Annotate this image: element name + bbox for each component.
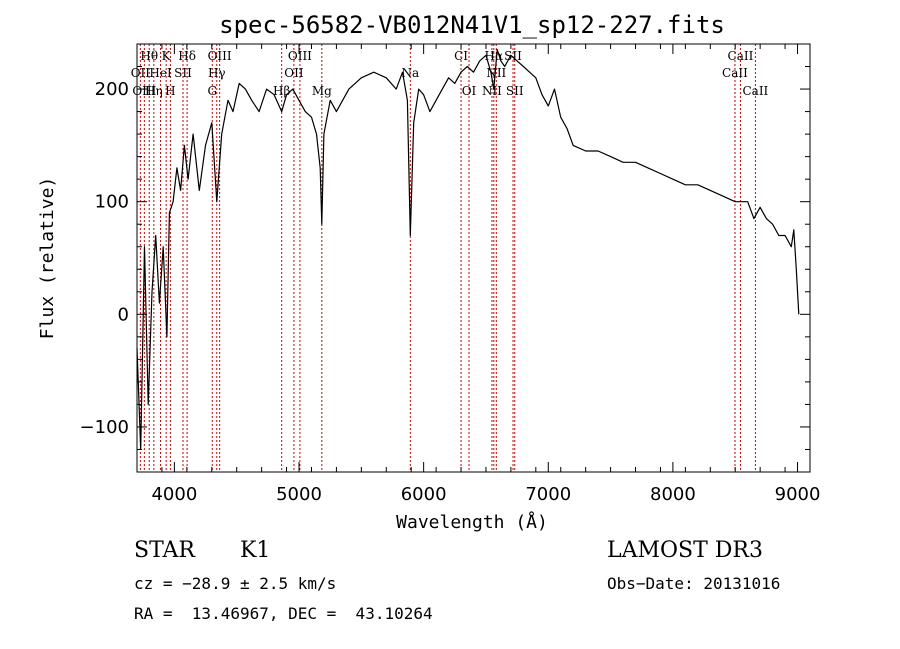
spectral-line-label: CI: [454, 49, 468, 63]
observation-date: Obs−Date: 20131016: [607, 574, 781, 593]
spectral-line-label: SII: [504, 49, 522, 63]
spectrum-series: [136, 48, 800, 451]
spectral-line-label: CaII: [722, 66, 748, 80]
spectrum-line: [136, 48, 800, 451]
survey-name: LAMOST DR3: [607, 538, 763, 563]
spectral-line-label: OII: [131, 66, 151, 80]
x-tick-label: 5000: [276, 484, 322, 505]
spectral-line-label: SII: [506, 84, 524, 98]
object-subclass: K1: [240, 538, 271, 563]
spectral-line-label: Mg: [312, 84, 332, 98]
x-tick-label: 4000: [151, 484, 197, 505]
object-class: STAR: [134, 538, 195, 563]
spectral-line-label: HeI: [149, 66, 172, 80]
x-tick-label: 9000: [775, 484, 821, 505]
spectral-line-label: NII: [482, 84, 502, 98]
spectral-line-label: OIII: [288, 49, 312, 63]
spectral-line-label: OII: [284, 66, 304, 80]
spectral-line-label: CaII: [728, 49, 754, 63]
x-tick-label: 7000: [525, 484, 571, 505]
x-tick-label: 6000: [401, 484, 447, 505]
spectral-line-label: SII: [174, 66, 192, 80]
chart-title: spec-56582-VB012N41V1_sp12-227.fits: [219, 11, 725, 39]
spectral-line-label: OIII: [132, 84, 156, 98]
y-tick-label: 200: [95, 79, 129, 100]
spectral-line-label: CaII: [742, 84, 768, 98]
x-axis-label: Wavelength (Å): [396, 511, 548, 533]
spectral-line-label: Hη: [145, 84, 163, 98]
spectral-line-label: OI: [462, 84, 477, 98]
redshift-cz: cz = −28.9 ± 2.5 km/s: [134, 574, 337, 593]
spectral-line-label: H: [165, 84, 175, 98]
spectral-line-markers: [139, 44, 756, 472]
spectral-line-label: Hβ: [273, 84, 290, 98]
spectral-line-label: Hγ: [208, 66, 226, 80]
spectral-line-label: Hδ: [178, 49, 196, 63]
y-tick-label: 0: [118, 304, 129, 325]
spectral-line-label: OIII: [208, 49, 232, 63]
spectral-line-label: Na: [401, 66, 419, 80]
coordinates: RA = 13.46967, DEC = 43.10264: [134, 604, 433, 623]
y-tick-label: −100: [80, 417, 129, 438]
y-axis-label: Flux (relative): [37, 177, 58, 340]
plot-frame: [136, 43, 811, 473]
spectral-line-label: G: [207, 84, 217, 98]
y-tick-label: 100: [95, 192, 129, 213]
spectral-line-label: Hθ: [140, 49, 158, 63]
x-tick-label: 8000: [650, 484, 696, 505]
spectrum-plot: spec-56582-VB012N41V1_sp12-227.fits Hθ K H…: [37, 11, 821, 533]
axes: 4000 5000 6000 7000 8000 9000 −100 0 100 200: [80, 43, 821, 505]
spectral-line-label: K: [162, 49, 172, 63]
